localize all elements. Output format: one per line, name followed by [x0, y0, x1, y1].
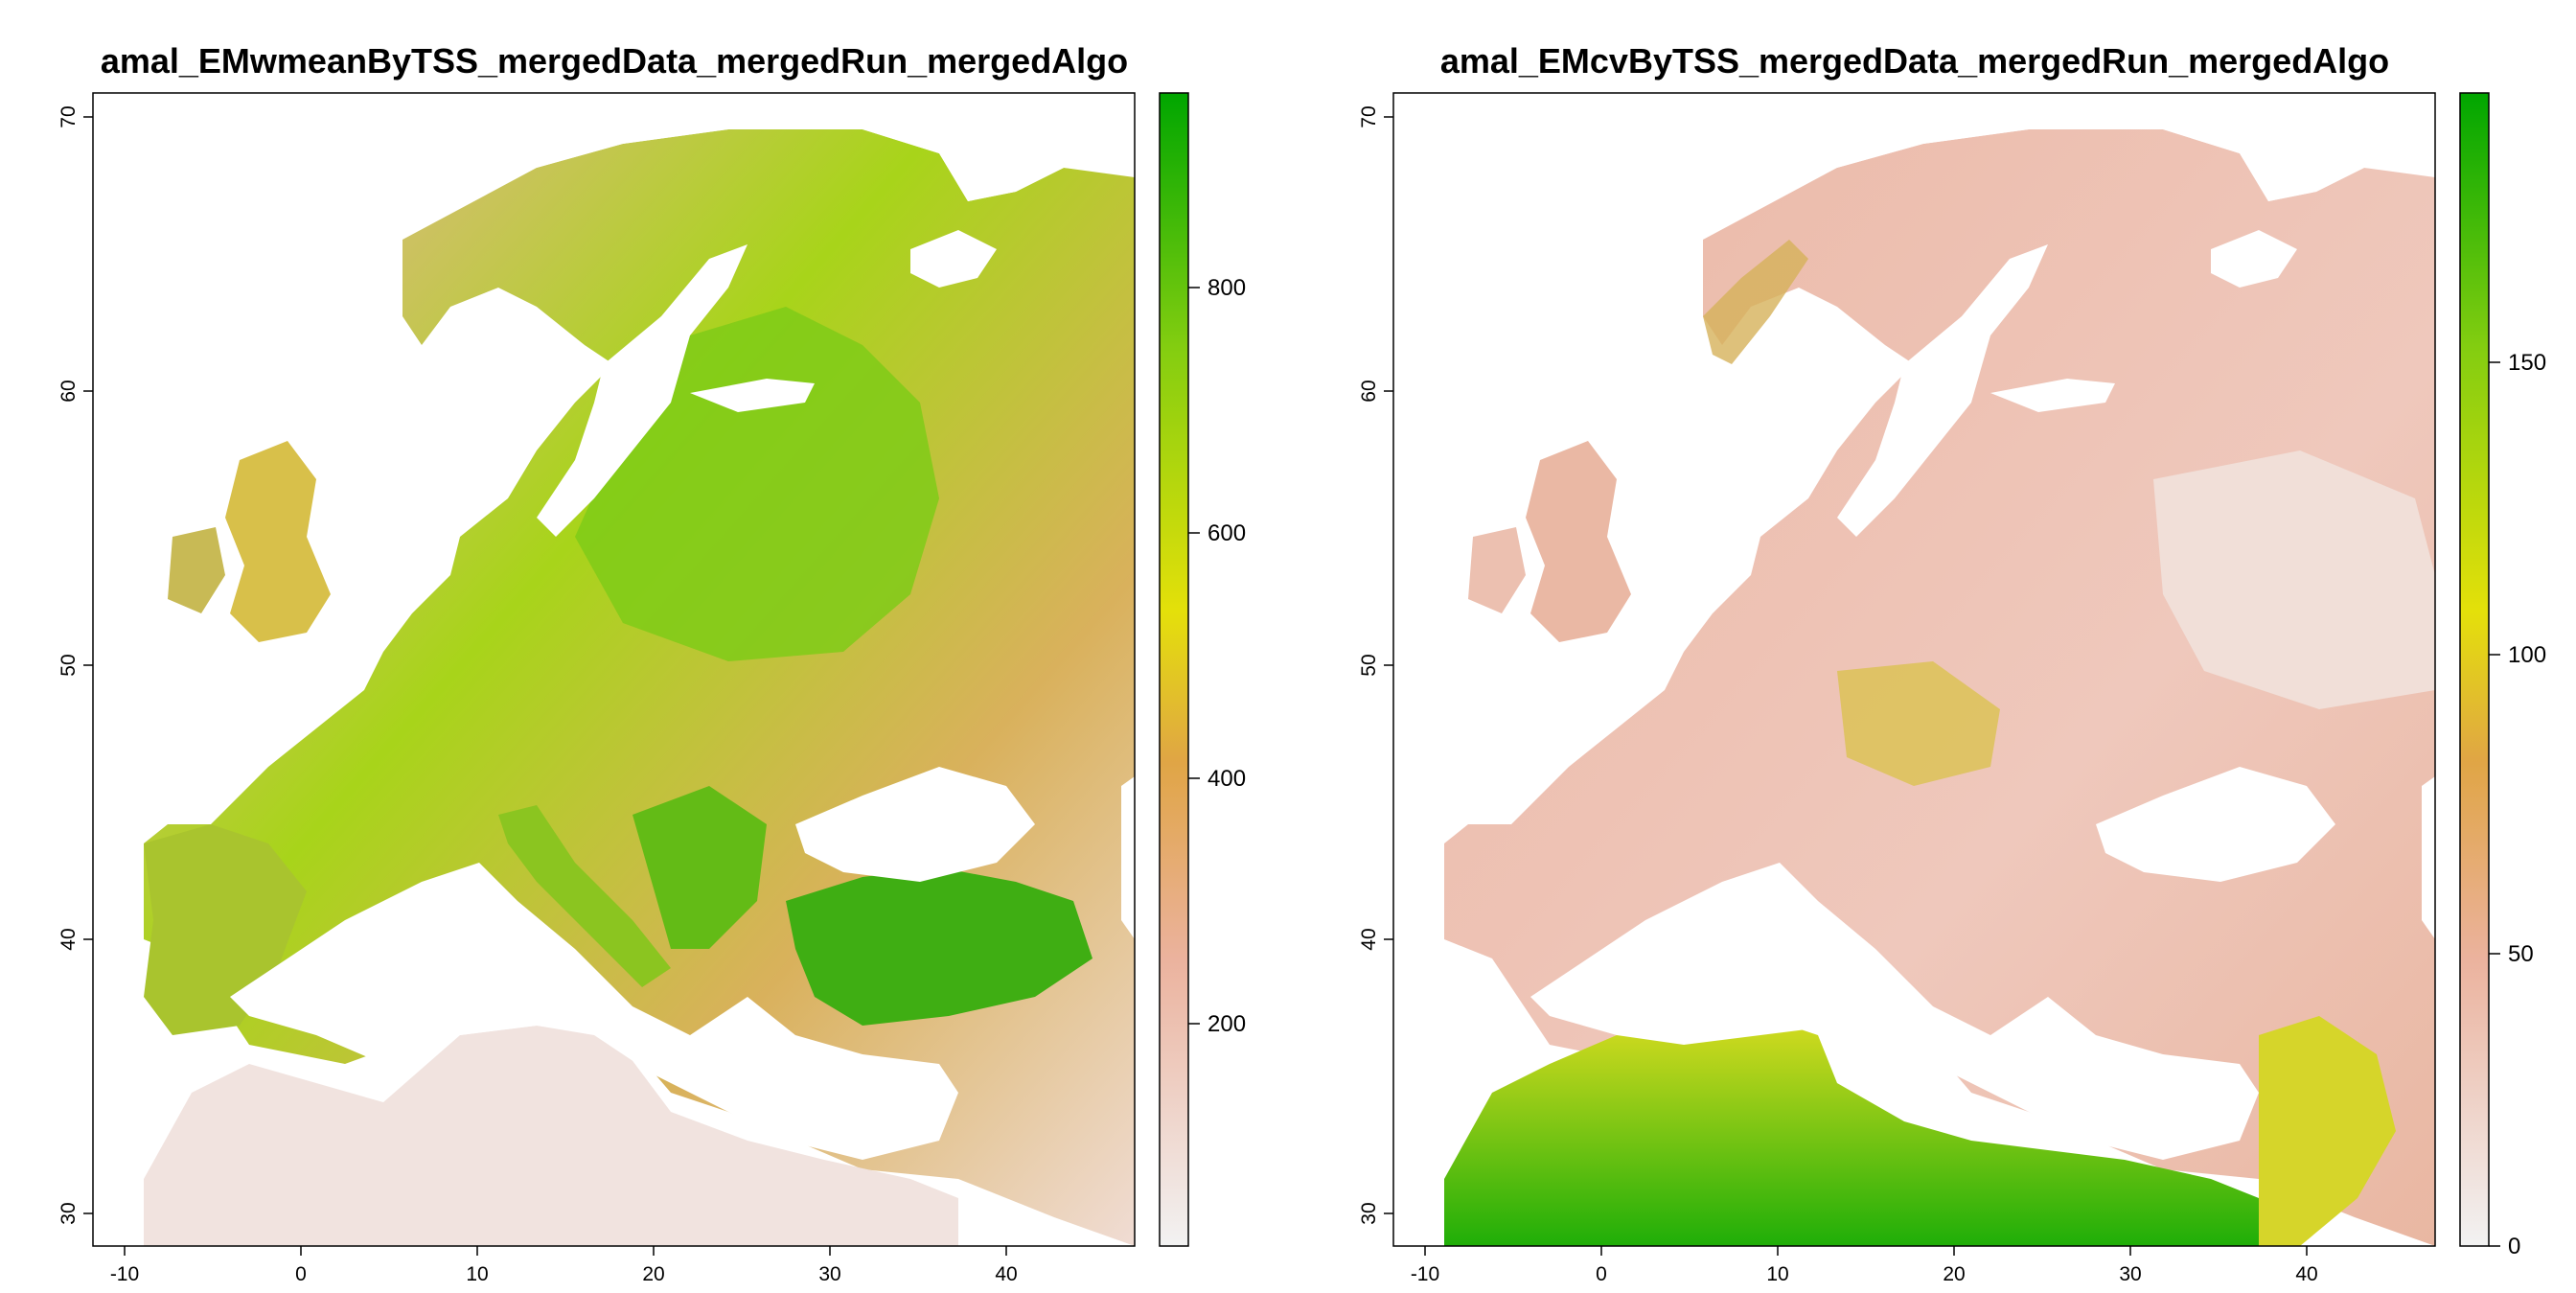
panel-right: amal_EMcvByTSS_mergedData_mergedRun_merg… — [1358, 41, 2546, 1285]
x-tick-label: 30 — [2119, 1263, 2141, 1285]
x-tick-label: 20 — [642, 1263, 664, 1285]
sea-mediterranean — [230, 863, 958, 1160]
y-tick-label: 30 — [1358, 1202, 1380, 1224]
x-tick-label: 40 — [995, 1263, 1017, 1285]
y-tick-label: 70 — [1358, 105, 1380, 127]
y-axis-right: 30 40 50 60 70 — [1358, 105, 1393, 1225]
sea-north — [316, 383, 498, 575]
sea-baltic — [1837, 244, 2048, 537]
colorbar-gradient — [1159, 92, 1189, 1247]
sea-mediterranean — [1530, 863, 2259, 1160]
plot-border-left — [92, 92, 1136, 1247]
x-tick-label: 0 — [1596, 1263, 1607, 1285]
map-left — [93, 93, 1135, 1246]
land-north-africa — [144, 1026, 958, 1246]
sea-barents — [537, 93, 1135, 201]
x-axis-right: -10 0 10 20 30 40 — [1411, 1246, 2318, 1285]
x-tick-label: 20 — [1943, 1263, 1965, 1285]
land-carpathian — [1837, 661, 2000, 786]
plot-border-right — [1392, 92, 2436, 1247]
x-tick-label: 10 — [1766, 1263, 1788, 1285]
sea-white-sea — [910, 230, 997, 288]
sea-gulf-finland — [690, 379, 815, 412]
colorbar-tick-label: 0 — [2508, 1234, 2520, 1259]
x-tick-label: -10 — [110, 1263, 139, 1285]
sea-atlantic — [93, 93, 402, 824]
y-tick-label: 60 — [58, 380, 80, 402]
y-tick-label: 30 — [58, 1202, 80, 1224]
land-levant — [2259, 1016, 2396, 1246]
y-tick-label: 50 — [1358, 654, 1380, 676]
land-ireland — [168, 527, 225, 613]
colorbar-tick-label: 200 — [1208, 1011, 1246, 1037]
x-tick-label: 40 — [2295, 1263, 2317, 1285]
x-tick-label: 10 — [466, 1263, 488, 1285]
sea-white-sea — [2211, 230, 2297, 288]
sea-baltic — [537, 244, 748, 537]
sea-north — [1617, 383, 1799, 575]
land-anatolia — [786, 867, 1092, 1026]
land-pale-east — [2153, 450, 2435, 709]
panel-left: amal_EMwmeanByTSS_mergedData_mergedRun_m… — [58, 41, 1246, 1285]
colorbar-tick-label: 400 — [1208, 766, 1246, 792]
panel-title-right: amal_EMcvByTSS_mergedData_mergedRun_merg… — [1440, 41, 2389, 81]
map-right — [1393, 93, 2435, 1246]
land-ireland — [1468, 527, 1526, 613]
colorbar-tick-label: 50 — [2508, 941, 2534, 967]
y-tick-label: 60 — [1358, 380, 1380, 402]
sea-black-sea — [2096, 767, 2335, 882]
sea-caspian — [2422, 776, 2435, 939]
land-british-isles — [225, 441, 331, 642]
colorbar-tick-label: 600 — [1208, 520, 1246, 546]
sea-caspian — [1121, 776, 1135, 939]
land-north-africa — [1444, 1016, 2259, 1246]
y-tick-label: 70 — [58, 105, 80, 127]
colorbar-tick-label: 100 — [2508, 642, 2546, 668]
x-tick-label: 30 — [818, 1263, 840, 1285]
y-tick-label: 50 — [58, 654, 80, 676]
land-british-isles — [1526, 441, 1631, 642]
colorbar-tick-label: 800 — [1208, 275, 1246, 301]
colorbar-gradient — [2459, 92, 2490, 1247]
land-italy — [498, 805, 671, 987]
sea-barents — [1837, 93, 2435, 201]
colorbar-left: 200 400 600 800 — [1159, 92, 1246, 1247]
colorbar-right: 0 50 100 150 — [2459, 92, 2546, 1259]
colorbar-tick-label: 150 — [2508, 350, 2546, 376]
land-norway-band — [1703, 240, 1808, 364]
sea-atlantic — [1393, 93, 1703, 824]
panel-title-left: amal_EMwmeanByTSS_mergedData_mergedRun_m… — [101, 41, 1128, 81]
x-axis-left: -10 0 10 20 30 40 — [110, 1246, 1018, 1285]
y-axis-left: 30 40 50 60 70 — [58, 105, 93, 1225]
sea-gulf-finland — [1990, 379, 2115, 412]
land-balkans — [632, 786, 767, 949]
y-tick-label: 40 — [58, 928, 80, 950]
y-tick-label: 40 — [1358, 928, 1380, 950]
x-tick-label: -10 — [1411, 1263, 1439, 1285]
sea-black-sea — [795, 767, 1035, 882]
x-tick-label: 0 — [295, 1263, 307, 1285]
